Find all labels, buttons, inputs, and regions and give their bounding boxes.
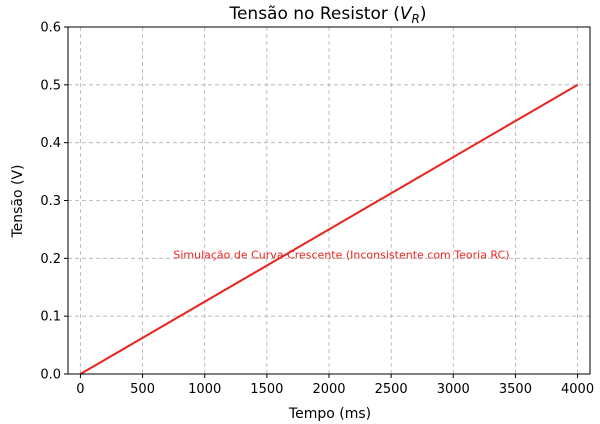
series-line — [79, 83, 579, 375]
gridlines — [68, 26, 590, 375]
y-tick-label: 0.5 — [40, 78, 61, 93]
title-math-base: V — [400, 4, 413, 24]
x-axis-label: Tempo (ms) — [288, 406, 371, 422]
series-layer — [79, 83, 579, 375]
x-tick-label: 1500 — [250, 382, 283, 397]
y-tick-label: 0.2 — [40, 252, 61, 267]
x-tick-label: 3500 — [499, 382, 532, 397]
x-tick-label: 0 — [76, 382, 84, 397]
title-text: Tensão no Resistor ( — [228, 4, 399, 24]
x-tick-label: 4000 — [561, 382, 594, 397]
y-axis-label: Tensão (V) — [10, 164, 26, 238]
y-tick-label: 0.3 — [40, 194, 61, 209]
x-tick-label: 500 — [130, 382, 155, 397]
y-tick-label: 0.4 — [40, 136, 61, 151]
title-math-sub: R — [412, 12, 420, 26]
annotation-text: Simulação de Curva Crescente (Inconsiste… — [173, 248, 509, 261]
x-tick-label: 2500 — [375, 382, 408, 397]
x-tick-label: 2000 — [312, 382, 345, 397]
y-tick-label: 0.6 — [40, 21, 61, 36]
y-tick-label: 0.1 — [40, 310, 61, 325]
annotations: Simulação de Curva Crescente (Inconsiste… — [173, 248, 509, 261]
y-tick-label: 0.0 — [40, 368, 61, 383]
chart-title: Tensão no Resistor (VR) — [228, 4, 426, 26]
y-axis: 0.0 0.1 0.2 0.3 0.4 0.5 0.6 — [40, 21, 68, 383]
x-tick-label: 3000 — [437, 382, 470, 397]
title-close: ) — [420, 4, 427, 24]
x-axis: 0 500 1000 1500 2000 2500 3000 3500 4000 — [76, 374, 594, 397]
x-tick-label: 1000 — [188, 382, 221, 397]
